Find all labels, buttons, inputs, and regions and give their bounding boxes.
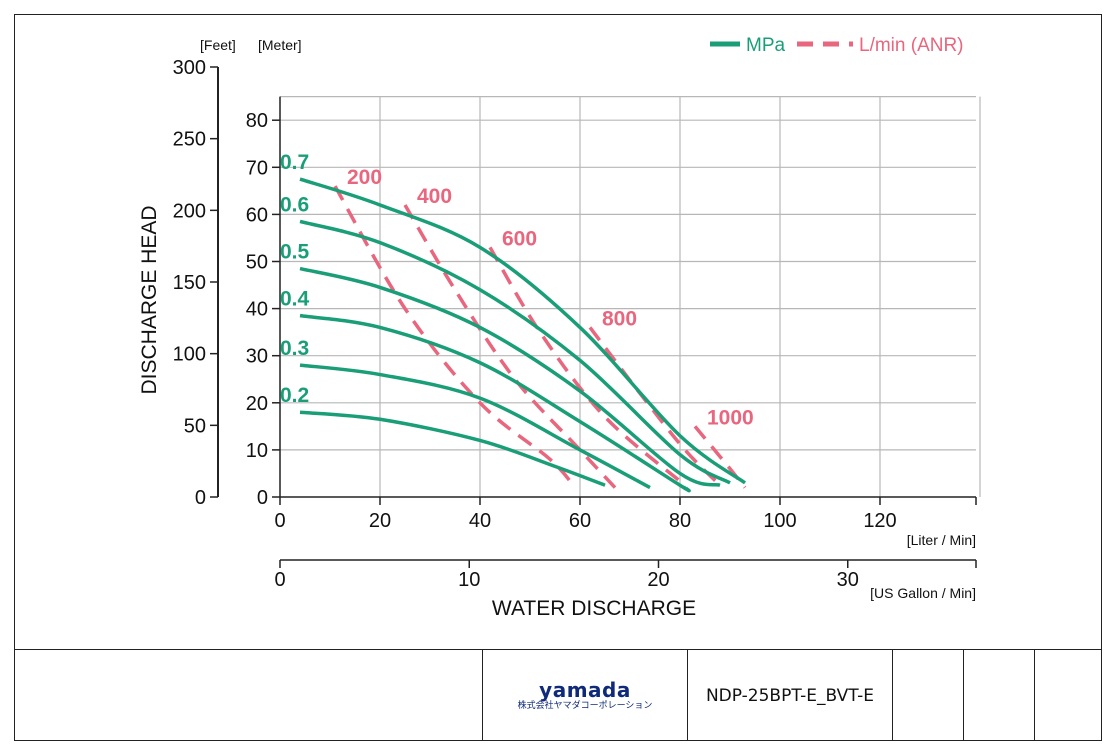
meter-tick-label-40: 40 <box>246 299 268 321</box>
airflow-curve-400 <box>403 204 617 489</box>
gallon-tick-label-10: 10 <box>458 569 480 591</box>
pressure-curve-0-6 <box>299 219 731 485</box>
meter-unit-label: [Meter] <box>258 37 302 53</box>
title-block-cell-3 <box>1034 649 1102 741</box>
meter-tick-label-80: 80 <box>246 110 268 132</box>
company-logo: yamada 株式会社ヤマダコーポレーション <box>482 649 687 741</box>
airflow-label-400: 400 <box>417 185 452 208</box>
logo-subtitle: 株式会社ヤマダコーポレーション <box>517 701 653 711</box>
pressure-label-0-2: 0.2 <box>280 384 309 407</box>
gallon-tick-label-30: 30 <box>837 569 859 591</box>
airflow-curve-800 <box>588 326 722 487</box>
meter-tick-label-20: 20 <box>246 393 268 415</box>
liter-tick-label-100: 100 <box>763 510 796 532</box>
airflow-curve-200 <box>333 185 577 489</box>
title-block-cell-2 <box>963 649 1034 741</box>
liter-tick-label-120: 120 <box>863 510 896 532</box>
gallon-unit-label: [US Gallon / Min] <box>870 585 976 601</box>
title-block-blank-left <box>14 649 482 741</box>
pressure-label-0-5: 0.5 <box>280 241 310 264</box>
liter-tick-label-0: 0 <box>274 510 285 532</box>
liter-tick-label-60: 60 <box>569 510 591 532</box>
x-axis-title: WATER DISCHARGE <box>492 597 696 620</box>
feet-tick-label-250: 250 <box>173 129 206 151</box>
chart-curves <box>299 177 747 493</box>
feet-tick-label-300: 300 <box>173 57 206 79</box>
title-block: yamada 株式会社ヤマダコーポレーション NDP-25BPT-E_BVT-E <box>14 649 1102 741</box>
meter-tick-label-60: 60 <box>246 204 268 226</box>
airflow-label-200: 200 <box>347 166 382 189</box>
pressure-label-0-7: 0.7 <box>280 151 309 174</box>
legend-mpa-label: MPa <box>746 35 786 56</box>
gallon-tick-label-20: 20 <box>647 569 669 591</box>
gallon-tick-label-0: 0 <box>274 569 285 591</box>
meter-tick-label-0: 0 <box>257 487 268 509</box>
drawing-frame <box>14 14 1102 741</box>
pressure-label-0-6: 0.6 <box>280 193 309 216</box>
meter-tick-label-10: 10 <box>246 440 268 462</box>
airflow-curve-1000 <box>693 425 747 489</box>
grid-lines <box>280 96 981 497</box>
feet-tick-label-150: 150 <box>173 272 206 294</box>
liter-tick-label-80: 80 <box>669 510 691 532</box>
title-block-cell-1 <box>892 649 963 741</box>
airflow-label-1000: 1000 <box>707 406 754 429</box>
meter-tick-label-70: 70 <box>246 157 268 179</box>
feet-tick-label-50: 50 <box>184 415 206 437</box>
feet-tick-label-200: 200 <box>173 200 206 222</box>
meter-tick-label-50: 50 <box>246 252 268 274</box>
liter-unit-label: [Liter / Min] <box>907 532 976 548</box>
pressure-curve-0-2 <box>299 410 606 487</box>
liter-tick-label-20: 20 <box>369 510 391 532</box>
chart-axes <box>210 66 977 568</box>
airflow-label-600: 600 <box>502 227 537 250</box>
legend-lmin-label: L/min (ANR) <box>859 35 964 56</box>
airflow-curve-600 <box>488 246 687 487</box>
y-axis-title: DISCHARGE HEAD <box>138 205 161 394</box>
pressure-curve-0-7 <box>299 177 747 485</box>
pressure-curve-0-4 <box>299 313 691 493</box>
drawing-code: NDP-25BPT-E_BVT-E <box>687 649 892 741</box>
pressure-label-0-4: 0.4 <box>280 288 310 311</box>
pressure-curve-0-5 <box>299 266 721 487</box>
meter-tick-label-30: 30 <box>246 346 268 368</box>
legend: MPa L/min (ANR) <box>710 35 964 56</box>
airflow-label-800: 800 <box>602 307 637 330</box>
pressure-label-0-3: 0.3 <box>280 337 309 360</box>
feet-unit-label: [Feet] <box>200 37 236 53</box>
feet-tick-label-0: 0 <box>195 487 206 509</box>
liter-tick-label-40: 40 <box>469 510 491 532</box>
feet-tick-label-100: 100 <box>173 344 206 366</box>
logo-text: yamada <box>539 678 631 702</box>
pressure-curve-0-3 <box>299 363 651 490</box>
